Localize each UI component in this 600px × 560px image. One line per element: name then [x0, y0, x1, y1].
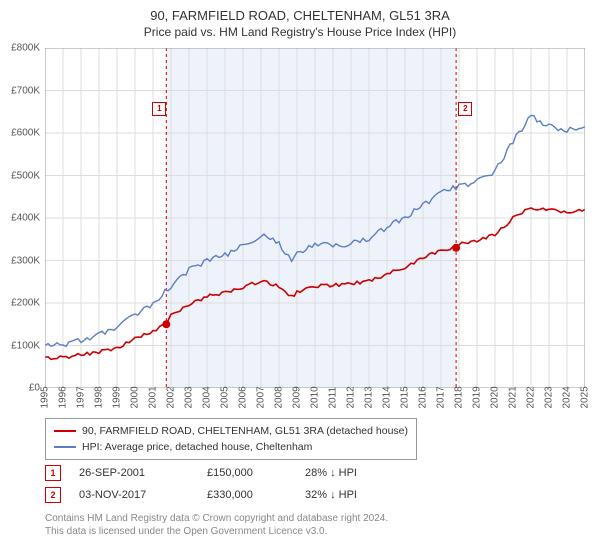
x-tick-label: 2020: [490, 389, 501, 409]
x-tick-label: 2007: [256, 389, 267, 409]
y-tick-label: £800K: [0, 43, 40, 54]
legend-row: 90, FARMFIELD ROAD, CHELTENHAM, GL51 3RA…: [54, 423, 408, 439]
legend-swatch: [54, 430, 76, 432]
x-tick-label: 2003: [184, 389, 195, 409]
x-tick-label: 2021: [508, 389, 519, 409]
y-tick-label: £0: [0, 383, 40, 394]
x-tick-label: 2011: [328, 389, 339, 409]
x-tick-label: 1997: [76, 389, 87, 409]
x-tick-label: 2006: [238, 389, 249, 409]
legend: 90, FARMFIELD ROAD, CHELTENHAM, GL51 3RA…: [45, 418, 417, 460]
x-tick-label: 2012: [346, 389, 357, 409]
x-tick-label: 2017: [436, 389, 447, 409]
x-tick-label: 2015: [400, 389, 411, 409]
x-tick-label: 2022: [526, 389, 537, 409]
sales-table: 1 26-SEP-2001 £150,000 28% ↓ HPI 2 03-NOV-201…: [45, 462, 385, 506]
sale-marker: 2: [45, 487, 61, 503]
x-tick-label: 2001: [148, 389, 159, 409]
chart: 12£0£100K£200K£300K£400K£500K£600K£700K£…: [45, 48, 585, 388]
sale-row: 2 03-NOV-2017 £330,000 32% ↓ HPI: [45, 484, 385, 506]
chart-svg: [45, 48, 585, 388]
x-tick-label: 2013: [364, 389, 375, 409]
x-tick-label: 2009: [292, 389, 303, 409]
x-tick-label: 1995: [40, 389, 51, 409]
chart-marker-1: 1: [152, 102, 166, 116]
x-tick-label: 2023: [544, 389, 555, 409]
legend-text: HPI: Average price, detached house, Chel…: [82, 439, 312, 455]
x-tick-label: 2004: [202, 389, 213, 409]
x-tick-label: 1996: [58, 389, 69, 409]
y-tick-label: £700K: [0, 85, 40, 96]
y-tick-label: £600K: [0, 128, 40, 139]
footer: Contains HM Land Registry data © Crown c…: [45, 512, 388, 538]
sale-price: £150,000: [207, 467, 287, 479]
legend-swatch: [54, 446, 76, 448]
footer-line-2: This data is licensed under the Open Gov…: [45, 525, 388, 538]
sale-pct: 28% ↓ HPI: [305, 467, 385, 479]
legend-text: 90, FARMFIELD ROAD, CHELTENHAM, GL51 3RA…: [82, 423, 408, 439]
sale-row: 1 26-SEP-2001 £150,000 28% ↓ HPI: [45, 462, 385, 484]
x-tick-label: 2016: [418, 389, 429, 409]
x-tick-label: 1998: [94, 389, 105, 409]
y-tick-label: £100K: [0, 340, 40, 351]
x-tick-label: 2024: [562, 389, 573, 409]
x-tick-label: 2008: [274, 389, 285, 409]
x-tick-label: 2000: [130, 389, 141, 409]
chart-marker-2: 2: [458, 102, 472, 116]
x-tick-label: 2025: [580, 389, 591, 409]
footer-line-1: Contains HM Land Registry data © Crown c…: [45, 512, 388, 525]
x-tick-label: 2019: [472, 389, 483, 409]
x-tick-label: 2002: [166, 389, 177, 409]
x-tick-label: 2005: [220, 389, 231, 409]
y-tick-label: £400K: [0, 213, 40, 224]
sale-price: £330,000: [207, 489, 287, 501]
page-subtitle: Price paid vs. HM Land Registry's House …: [0, 23, 600, 39]
sale-pct: 32% ↓ HPI: [305, 489, 385, 501]
legend-row: HPI: Average price, detached house, Chel…: [54, 439, 408, 455]
sale-marker: 1: [45, 465, 61, 481]
sale-date: 03-NOV-2017: [79, 489, 189, 501]
page-title: 90, FARMFIELD ROAD, CHELTENHAM, GL51 3RA: [0, 0, 600, 23]
y-tick-label: £500K: [0, 170, 40, 181]
x-tick-label: 2018: [454, 389, 465, 409]
x-tick-label: 2010: [310, 389, 321, 409]
y-tick-label: £300K: [0, 255, 40, 266]
x-tick-label: 1999: [112, 389, 123, 409]
y-tick-label: £200K: [0, 298, 40, 309]
x-tick-label: 2014: [382, 389, 393, 409]
sale-date: 26-SEP-2001: [79, 467, 189, 479]
